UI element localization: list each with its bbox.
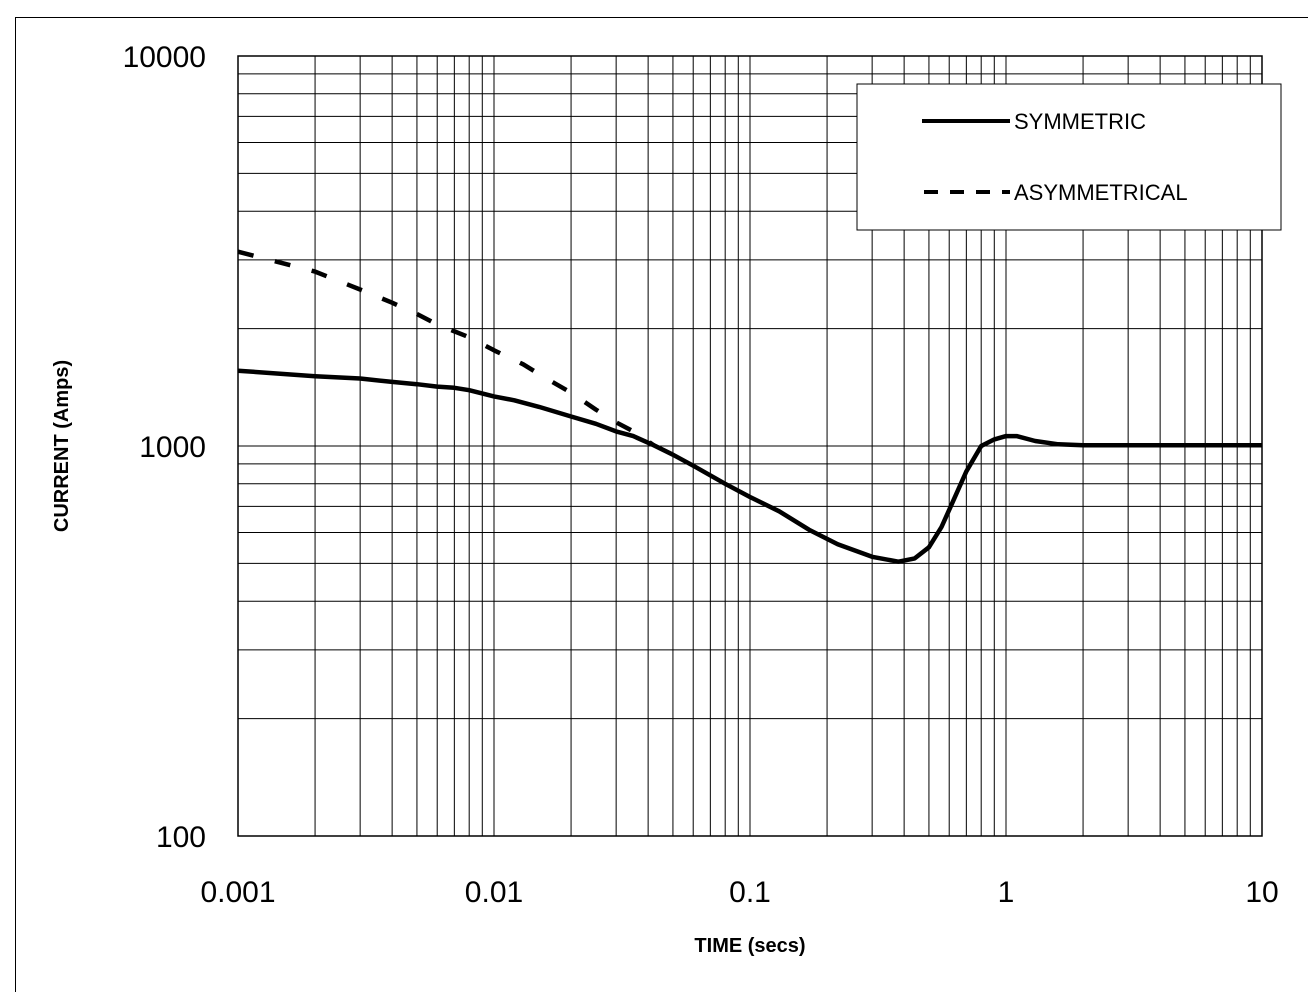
legend-box xyxy=(856,83,1282,231)
series-line-symmetric xyxy=(237,368,1262,564)
legend-symmetric-label: SYMMETRIC xyxy=(1014,109,1146,134)
y-tick-label: 10000 xyxy=(123,41,206,74)
x-tick-label: 10 xyxy=(1245,876,1278,909)
x-tick-label: 0.1 xyxy=(729,876,771,909)
y-tick-label: 1000 xyxy=(139,431,206,464)
tick-labels: 0.001 0.01 0.1 1 10 100 1000 10000 xyxy=(123,41,1279,909)
legend-asymmetrical-label: ASYMMETRICAL xyxy=(1014,180,1188,205)
x-tick-label: 1 xyxy=(998,876,1015,909)
y-tick-label: 100 xyxy=(156,821,206,854)
legend: SYMMETRIC ASYMMETRICAL xyxy=(856,83,1282,231)
x-tick-label: 0.01 xyxy=(465,876,523,909)
x-tick-label: 0.001 xyxy=(200,876,275,909)
y-axis-title: CURRENT (Amps) xyxy=(51,360,73,532)
series-line-asymmetrical xyxy=(237,249,655,448)
x-axis-title: TIME (secs) xyxy=(694,935,805,957)
series-layer xyxy=(237,249,1262,564)
chart-frame xyxy=(15,17,1308,992)
